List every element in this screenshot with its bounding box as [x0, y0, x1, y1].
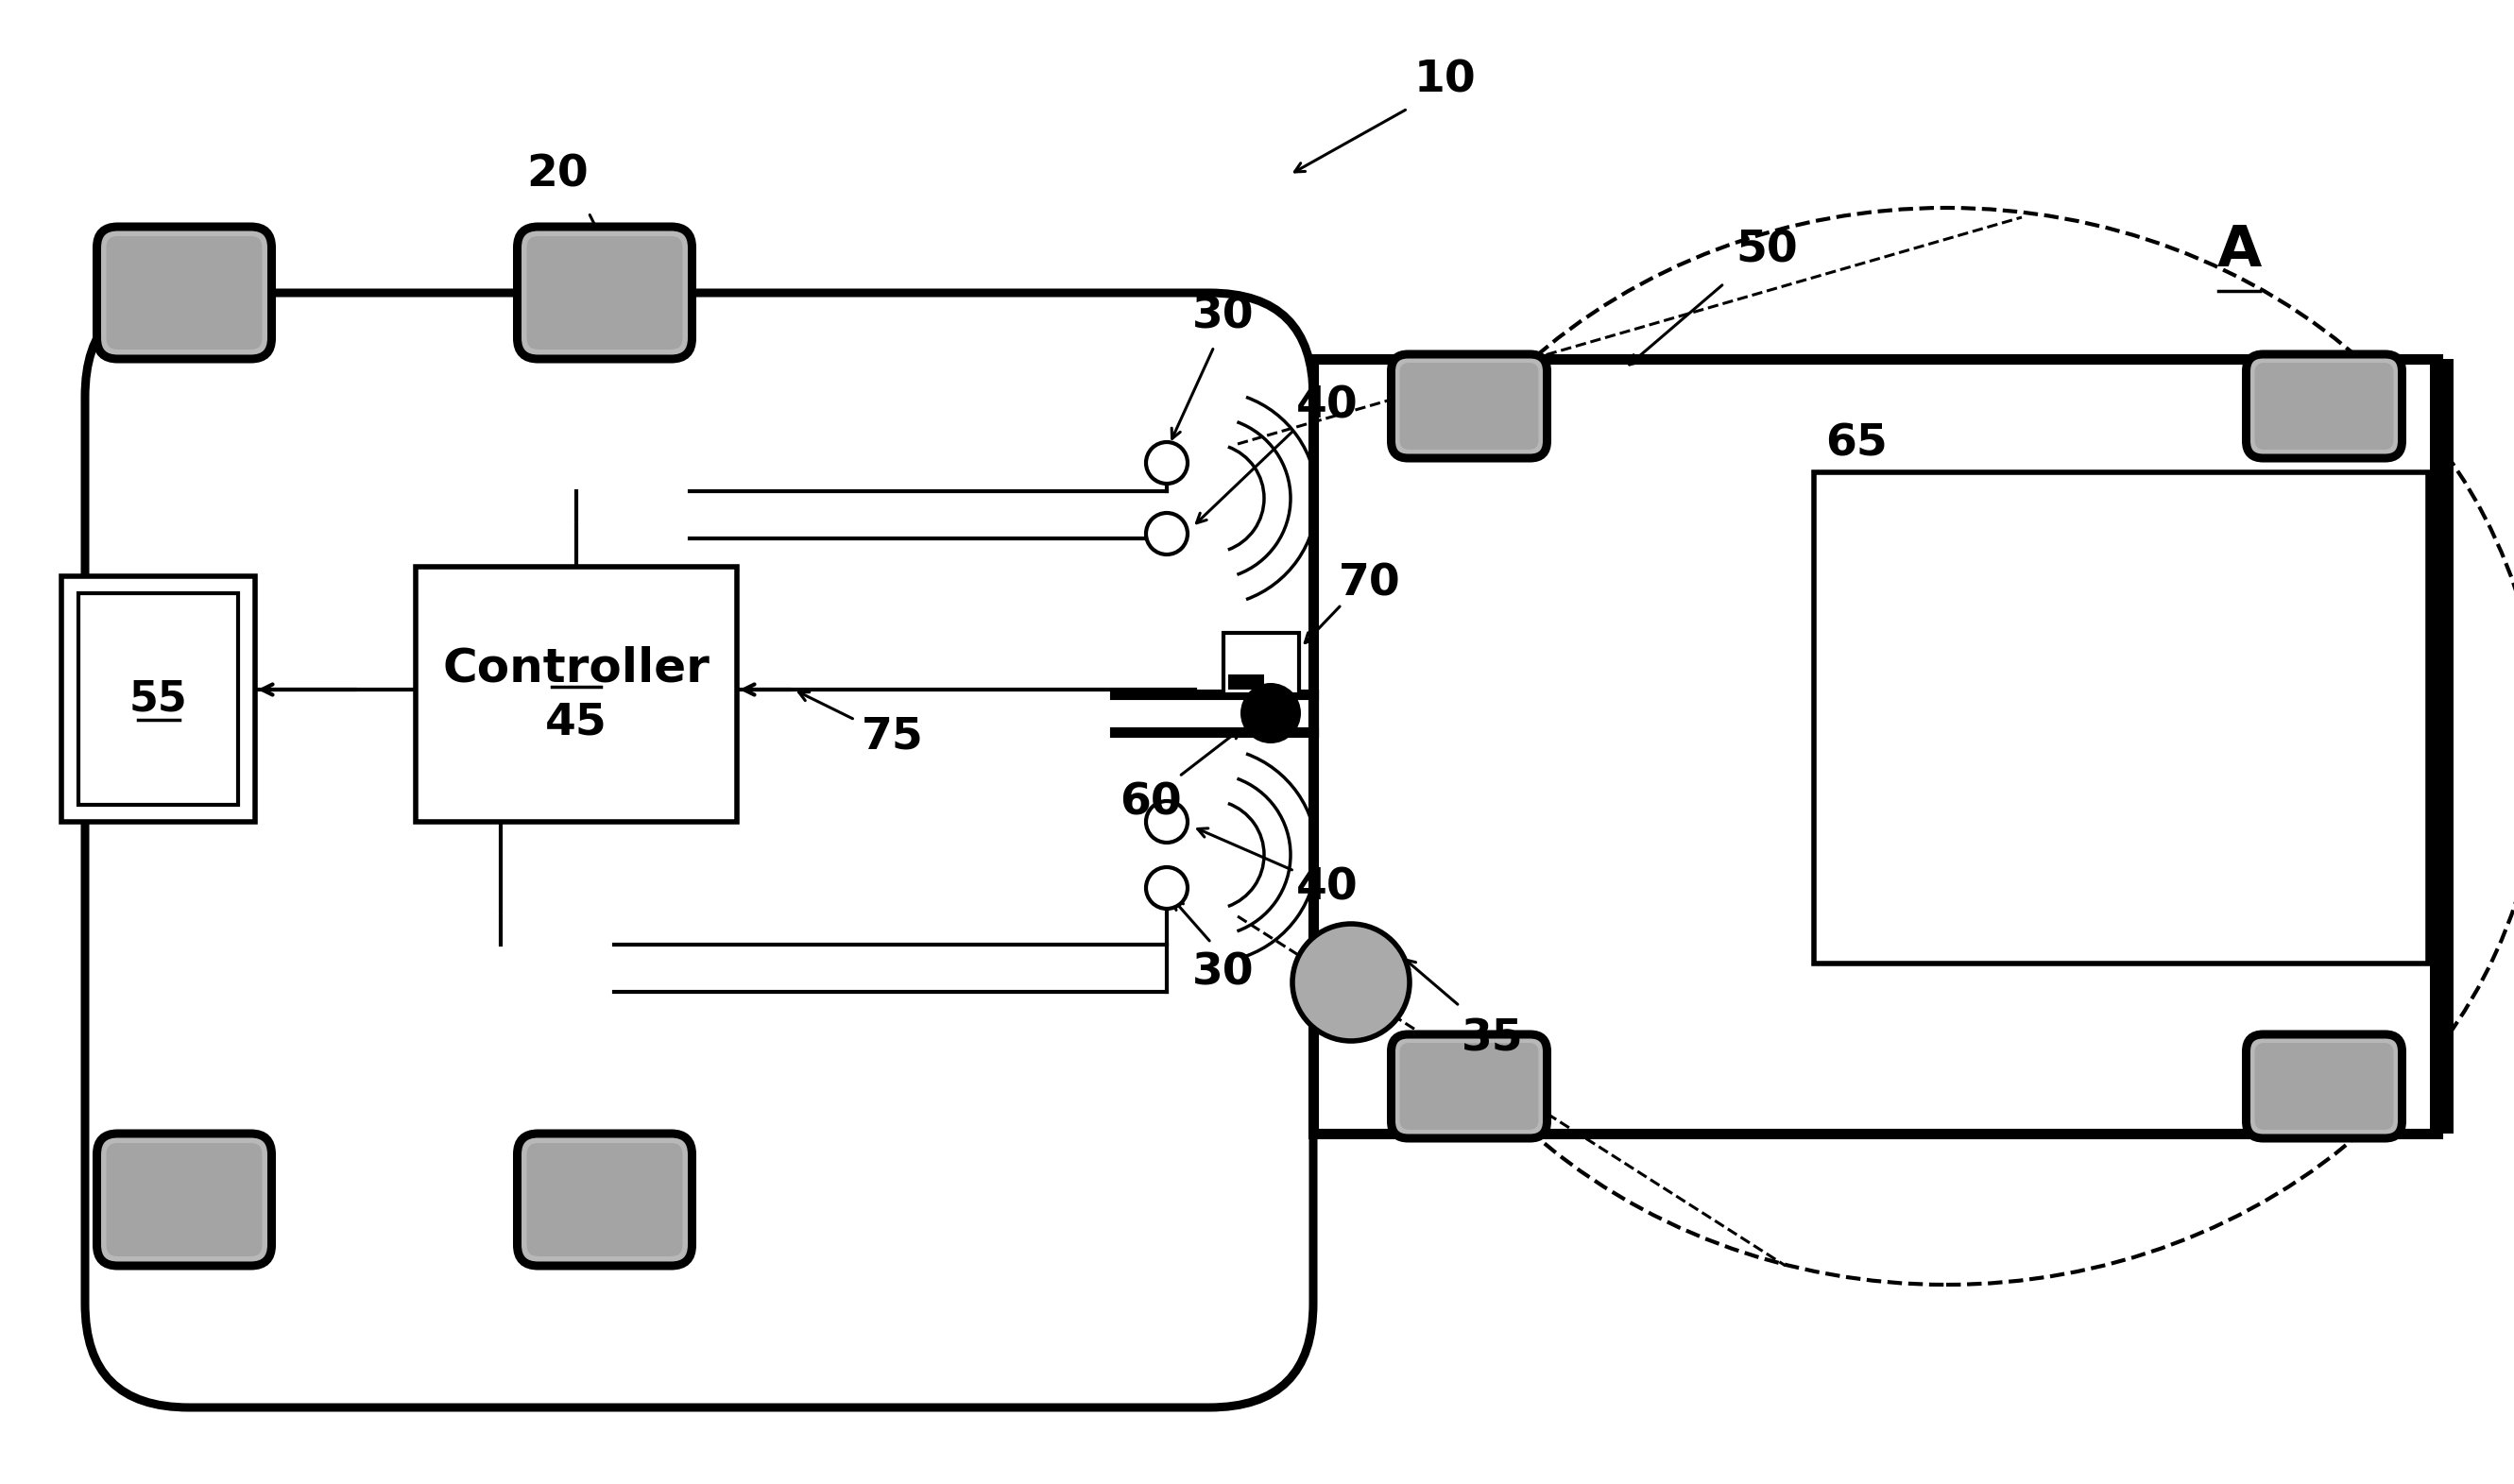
- Bar: [1229, 674, 1265, 690]
- FancyBboxPatch shape: [518, 1134, 691, 1266]
- Text: 40: 40: [1297, 384, 1358, 427]
- Bar: [415, 567, 737, 822]
- FancyBboxPatch shape: [98, 227, 272, 359]
- FancyBboxPatch shape: [106, 236, 261, 350]
- FancyBboxPatch shape: [528, 236, 684, 350]
- Circle shape: [1146, 442, 1187, 484]
- Text: 30: 30: [1192, 951, 1254, 994]
- Text: 50: 50: [1735, 229, 1798, 272]
- FancyBboxPatch shape: [85, 292, 1312, 1407]
- Text: 65: 65: [1825, 423, 1888, 464]
- FancyBboxPatch shape: [2245, 1034, 2401, 1138]
- FancyBboxPatch shape: [2255, 1043, 2393, 1129]
- Text: 75: 75: [862, 715, 923, 758]
- Bar: [78, 594, 239, 804]
- Text: 30: 30: [1192, 295, 1254, 338]
- FancyBboxPatch shape: [2245, 355, 2401, 459]
- Text: A: A: [2217, 223, 2263, 278]
- FancyBboxPatch shape: [2255, 362, 2393, 450]
- Text: 70: 70: [1340, 562, 1400, 605]
- Bar: [60, 576, 254, 822]
- Text: 55: 55: [128, 678, 189, 720]
- FancyBboxPatch shape: [106, 1143, 261, 1257]
- Circle shape: [1146, 513, 1187, 555]
- Circle shape: [1239, 683, 1300, 743]
- Text: 20: 20: [525, 153, 588, 196]
- Text: 10: 10: [1415, 59, 1476, 101]
- Text: Controller: Controller: [442, 646, 709, 690]
- FancyBboxPatch shape: [1390, 355, 1546, 459]
- Circle shape: [1292, 925, 1410, 1040]
- FancyBboxPatch shape: [98, 1134, 272, 1266]
- Text: 45: 45: [546, 702, 608, 743]
- FancyBboxPatch shape: [1400, 362, 1539, 450]
- Text: 60: 60: [1119, 782, 1182, 824]
- Text: 35: 35: [1461, 1018, 1523, 1061]
- FancyBboxPatch shape: [1390, 1034, 1546, 1138]
- Circle shape: [1146, 867, 1187, 908]
- Bar: [2431, 359, 2454, 1134]
- Bar: [1312, 359, 2439, 1134]
- Text: 40: 40: [1297, 867, 1358, 910]
- FancyBboxPatch shape: [1400, 1043, 1539, 1129]
- FancyBboxPatch shape: [528, 1143, 684, 1257]
- FancyBboxPatch shape: [518, 227, 691, 359]
- Circle shape: [1146, 801, 1187, 843]
- Bar: [1815, 472, 2429, 963]
- Bar: [1224, 632, 1300, 695]
